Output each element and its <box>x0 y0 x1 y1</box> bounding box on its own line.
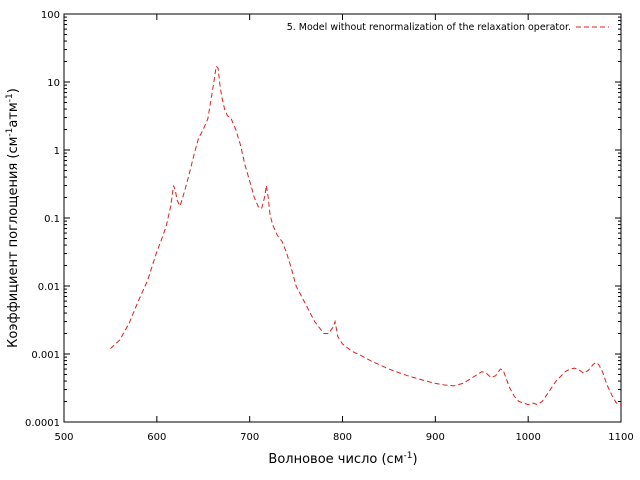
y-tick-label: 10 <box>47 78 60 89</box>
legend-label: 5. Model without renormalization of the … <box>287 22 571 33</box>
plot-frame <box>63 13 622 423</box>
y-tick-label: 0.0001 <box>25 418 60 429</box>
x-tick-label: 1100 <box>608 432 633 443</box>
y-tick-label: 0.01 <box>38 282 60 293</box>
y-axis: 0.0001 0.001 0.01 0.1 1 10 100 <box>25 10 621 429</box>
y-tick-label: 0.1 <box>44 214 60 225</box>
x-axis-title-superscript: -1 <box>404 451 413 461</box>
y-tick-label: 0.001 <box>31 350 60 361</box>
legend: 5. Model without renormalization of the … <box>287 22 609 33</box>
y-axis-title-main: Коэффициент поглощения (см <box>6 137 21 348</box>
x-axis-title: Волновое число (см-1) <box>268 451 417 467</box>
x-tick-label: 700 <box>240 432 259 443</box>
y-axis-title-superscript-2: -1 <box>5 93 15 102</box>
x-tick-label: 500 <box>54 432 73 443</box>
x-axis-title-tail: ) <box>412 452 417 467</box>
y-axis-title-mid: атм <box>6 102 21 127</box>
y-axis-title: Коэффициент поглощения (см-1атм-1) <box>5 88 21 348</box>
x-tick-label: 600 <box>147 432 166 443</box>
x-tick-label: 800 <box>333 432 352 443</box>
y-tick-label: 1 <box>54 146 60 157</box>
series-line <box>110 65 622 406</box>
y-axis-title-tail: ) <box>6 88 21 93</box>
y-tick-label: 100 <box>41 10 60 21</box>
x-axis-title-main: Волновое число (см <box>268 452 403 467</box>
x-tick-label: 1000 <box>515 432 540 443</box>
x-axis: 500 600 700 800 900 1000 1100 <box>54 14 634 443</box>
y-axis-title-superscript-1: -1 <box>5 128 15 137</box>
x-tick-label: 900 <box>426 432 445 443</box>
